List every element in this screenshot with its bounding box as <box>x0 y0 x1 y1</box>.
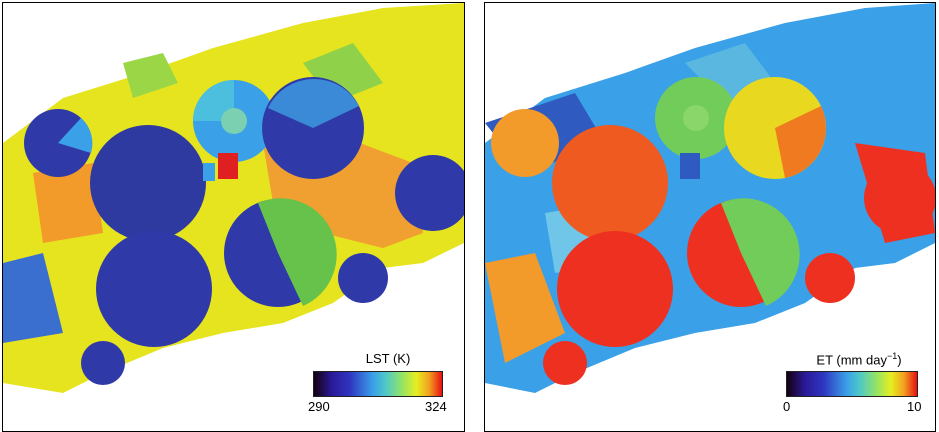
et-min-label: 0 <box>783 399 791 414</box>
pivot-2 <box>557 231 673 347</box>
et-map-image <box>485 3 935 393</box>
et-color-legend: ET (mm day−1) 0 10 <box>779 351 935 431</box>
lst-max-label: 324 <box>425 399 447 414</box>
et-color-bar <box>786 371 918 397</box>
lst-legend-title: LST (K) <box>365 351 411 366</box>
lst-min-label: 290 <box>308 399 330 414</box>
et-map-panel: ET (mm day−1) 0 10 <box>484 2 936 432</box>
lst-map-image <box>3 3 464 393</box>
pivot-1 <box>552 125 668 241</box>
pivot-2 <box>96 231 212 347</box>
et-max-label: 10 <box>907 399 922 414</box>
lst-color-legend: LST (K) 290 324 <box>308 351 464 431</box>
lst-color-bar <box>313 371 443 397</box>
lst-map-panel: LST (K) 290 324 <box>2 2 465 432</box>
et-legend-title: ET (mm day−1) <box>816 351 902 368</box>
pivot-1 <box>90 125 206 241</box>
